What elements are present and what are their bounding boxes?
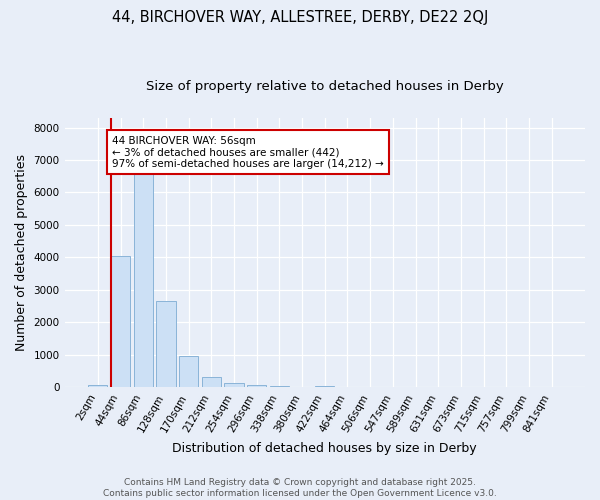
Bar	[247, 385, 266, 388]
Bar	[111, 256, 130, 388]
Title: Size of property relative to detached houses in Derby: Size of property relative to detached ho…	[146, 80, 503, 93]
Bar	[224, 383, 244, 388]
Bar	[134, 173, 153, 388]
X-axis label: Distribution of detached houses by size in Derby: Distribution of detached houses by size …	[172, 442, 477, 455]
Bar	[179, 356, 198, 388]
Bar	[270, 386, 289, 388]
Bar	[156, 302, 176, 388]
Text: 44, BIRCHOVER WAY, ALLESTREE, DERBY, DE22 2QJ: 44, BIRCHOVER WAY, ALLESTREE, DERBY, DE2…	[112, 10, 488, 25]
Text: 44 BIRCHOVER WAY: 56sqm
← 3% of detached houses are smaller (442)
97% of semi-de: 44 BIRCHOVER WAY: 56sqm ← 3% of detached…	[112, 136, 383, 169]
Text: Contains HM Land Registry data © Crown copyright and database right 2025.
Contai: Contains HM Land Registry data © Crown c…	[103, 478, 497, 498]
Bar	[202, 376, 221, 388]
Bar	[315, 386, 334, 388]
Y-axis label: Number of detached properties: Number of detached properties	[15, 154, 28, 351]
Bar	[88, 386, 107, 388]
